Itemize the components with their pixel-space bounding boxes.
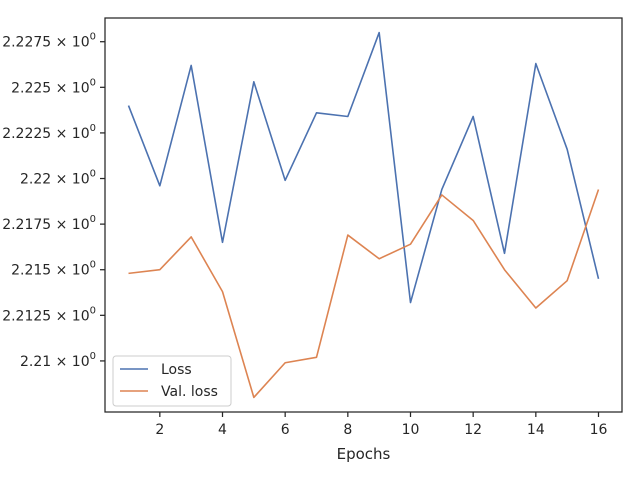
y-tick-label: 2.2175 × 100 [2,214,96,233]
legend-label: Loss [161,362,192,378]
y-tick-label: 2.22 × 100 [20,169,96,188]
y-tick-label: 2.225 × 100 [11,77,96,96]
x-tick-label: 2 [155,422,164,438]
y-tick-label: 2.21 × 100 [20,351,96,370]
y-axis-ticks: 2.21 × 100 2.2125 × 100 2.215 × 100 2.2175 … [2,32,105,370]
plot-frame [104,17,623,413]
x-axis-ticks: 2 4 6 8 10 12 14 16 [155,412,607,438]
x-tick-label: 6 [281,422,290,438]
legend-label: Val. loss [161,384,218,400]
series-lines [127,31,600,399]
x-tick-label: 4 [218,422,227,438]
x-tick-label: 16 [590,422,608,438]
x-tick-label: 8 [343,422,352,438]
y-tick-label: 2.2125 × 100 [2,305,96,324]
series-line-loss [127,31,600,304]
y-tick-label: 2.2275 × 100 [2,32,96,51]
x-axis-label: Epochs [337,445,391,463]
y-tick-label: 2.215 × 100 [11,260,96,279]
x-tick-label: 10 [402,422,420,438]
series-line-val-loss [128,189,600,399]
x-tick-label: 12 [464,422,482,438]
y-tick-label: 2.2225 × 100 [2,123,96,142]
legend: Loss Val. loss [112,355,232,407]
x-tick-label: 14 [527,422,545,438]
